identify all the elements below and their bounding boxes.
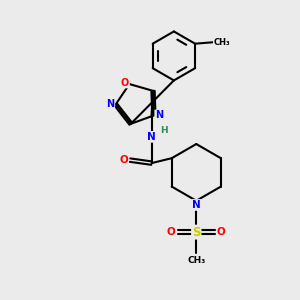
Text: CH₃: CH₃ <box>187 256 206 265</box>
Text: O: O <box>217 227 226 237</box>
Text: O: O <box>121 78 129 88</box>
Text: N: N <box>155 110 163 120</box>
Text: N: N <box>106 99 114 110</box>
Text: H: H <box>160 126 167 135</box>
Text: N: N <box>147 132 156 142</box>
Text: O: O <box>119 155 128 165</box>
Text: CH₃: CH₃ <box>214 38 230 47</box>
Text: O: O <box>167 227 176 237</box>
Text: N: N <box>192 200 201 210</box>
Text: S: S <box>192 226 200 238</box>
